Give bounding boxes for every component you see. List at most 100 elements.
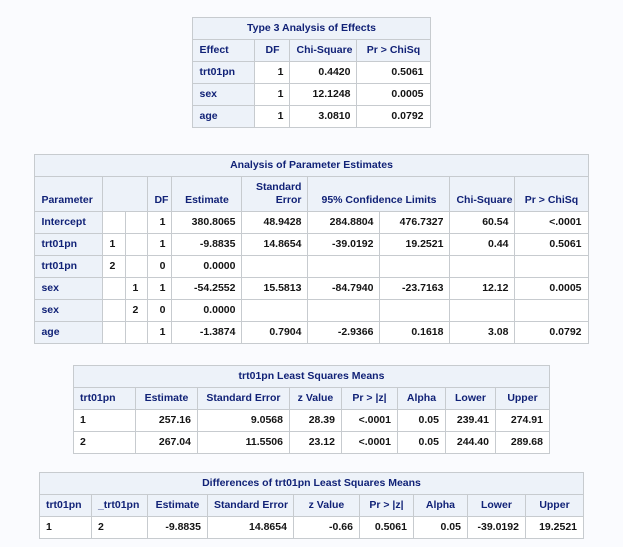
column-header: Alpha: [396, 387, 446, 410]
column-header: 95% Confidence Limits: [307, 176, 451, 212]
data-cell: 3.08: [449, 321, 516, 344]
table-title: trt01pn Least Squares Means: [72, 365, 551, 388]
data-cell: -39.0192: [307, 233, 381, 256]
column-header: [102, 176, 149, 212]
table-row: trt01pn 1 0.4420 0.5061: [192, 61, 431, 84]
data-cell: 60.54: [449, 211, 516, 234]
data-cell: 0.0005: [514, 277, 589, 300]
data-cell: 15.5813: [241, 277, 309, 300]
data-cell: 2: [102, 255, 127, 278]
data-cell: 0.0000: [171, 299, 243, 322]
column-header: DF: [147, 176, 173, 212]
data-cell: 3.0810: [289, 105, 358, 128]
data-cell: -39.0192: [466, 516, 526, 539]
data-cell: 0.05: [412, 516, 468, 539]
data-cell: 1: [72, 409, 136, 432]
column-header: Lower: [466, 494, 526, 517]
data-cell: 0.5061: [514, 233, 589, 256]
data-cell: 0.5061: [356, 61, 431, 84]
data-cell: 11.5506: [196, 431, 290, 454]
data-cell: 1: [147, 277, 173, 300]
table-title: Type 3 Analysis of Effects: [192, 17, 431, 40]
column-header: _trt01pn: [90, 494, 148, 517]
row-header: Intercept: [34, 211, 104, 234]
data-cell: 2: [125, 299, 149, 322]
data-cell: 19.2521: [379, 233, 451, 256]
data-cell: 0.5061: [358, 516, 414, 539]
data-cell: -84.7940: [307, 277, 381, 300]
data-cell: [125, 211, 149, 234]
data-cell: 476.7327: [379, 211, 451, 234]
data-cell: [102, 211, 127, 234]
data-cell: 9.0568: [196, 409, 290, 432]
trt01pn-least-squares-means-table: trt01pn Least Squares Means trt01pn Estima…: [72, 365, 551, 454]
data-cell: 14.8654: [206, 516, 294, 539]
data-cell: 0.05: [396, 409, 446, 432]
column-header: z Value: [292, 494, 360, 517]
column-header: Standard Error: [241, 176, 309, 212]
column-header: Upper: [494, 387, 551, 410]
row-header: trt01pn: [34, 233, 104, 256]
data-cell: [307, 299, 381, 322]
data-cell: -0.66: [292, 516, 360, 539]
data-cell: <.0001: [340, 409, 398, 432]
row-header: trt01pn: [192, 61, 256, 84]
table-row: 1 257.16 9.0568 28.39 <.0001 0.05 239.41 274.91: [72, 409, 551, 432]
column-header: DF: [254, 39, 291, 62]
column-header: Chi-Square: [289, 39, 358, 62]
data-cell: 0: [147, 255, 173, 278]
data-cell: [449, 255, 516, 278]
data-cell: -2.9366: [307, 321, 381, 344]
data-cell: [449, 299, 516, 322]
data-cell: 1: [38, 516, 92, 539]
column-header: Chi-Square: [449, 176, 516, 212]
data-cell: 12.12: [449, 277, 516, 300]
row-header: age: [34, 321, 104, 344]
data-cell: 0.0792: [514, 321, 589, 344]
data-cell: 380.8065: [171, 211, 243, 234]
data-cell: -23.7163: [379, 277, 451, 300]
data-cell: -54.2552: [171, 277, 243, 300]
data-cell: 1: [254, 61, 291, 84]
analysis-of-parameter-estimates-table: Analysis of Parameter Estimates Parameter…: [34, 154, 589, 344]
data-cell: [379, 255, 451, 278]
data-cell: 0.4420: [289, 61, 358, 84]
table-title: Analysis of Parameter Estimates: [34, 154, 589, 177]
column-header: Parameter: [34, 176, 104, 212]
column-header: z Value: [288, 387, 342, 410]
data-cell: [125, 255, 149, 278]
data-cell: 2: [72, 431, 136, 454]
data-cell: [241, 299, 309, 322]
column-header: Lower: [444, 387, 496, 410]
data-cell: 0.1618: [379, 321, 451, 344]
table-row: 2 267.04 11.5506 23.12 <.0001 0.05 244.40 289.6…: [72, 431, 551, 454]
data-cell: 0.0000: [171, 255, 243, 278]
table-row: Intercept 1 380.8065 48.9428 284.8804 476.732…: [34, 211, 589, 234]
column-header: Standard Error: [206, 494, 294, 517]
column-header: Pr > |z|: [358, 494, 414, 517]
data-cell: <.0001: [340, 431, 398, 454]
column-header: Pr > ChiSq: [514, 176, 589, 212]
row-header: sex: [34, 277, 104, 300]
table-row: trt01pn 1 1 -9.8835 14.8654 -39.0192 19.2521 0.…: [34, 233, 589, 256]
data-cell: 1: [147, 233, 173, 256]
table-title: Differences of trt01pn Least Squares Mea…: [38, 472, 585, 495]
column-header: trt01pn: [72, 387, 136, 410]
data-cell: 0.0005: [356, 83, 431, 106]
data-cell: -9.8835: [171, 233, 243, 256]
data-cell: 0.7904: [241, 321, 309, 344]
data-cell: 48.9428: [241, 211, 309, 234]
column-header: Estimate: [146, 494, 208, 517]
data-cell: [514, 299, 589, 322]
data-cell: [307, 255, 381, 278]
data-cell: 289.68: [494, 431, 551, 454]
data-cell: 0: [147, 299, 173, 322]
data-cell: [125, 321, 149, 344]
row-header: age: [192, 105, 256, 128]
data-cell: 19.2521: [524, 516, 585, 539]
row-header: trt01pn: [34, 255, 104, 278]
data-cell: 1: [125, 277, 149, 300]
data-cell: 14.8654: [241, 233, 309, 256]
data-cell: 274.91: [494, 409, 551, 432]
